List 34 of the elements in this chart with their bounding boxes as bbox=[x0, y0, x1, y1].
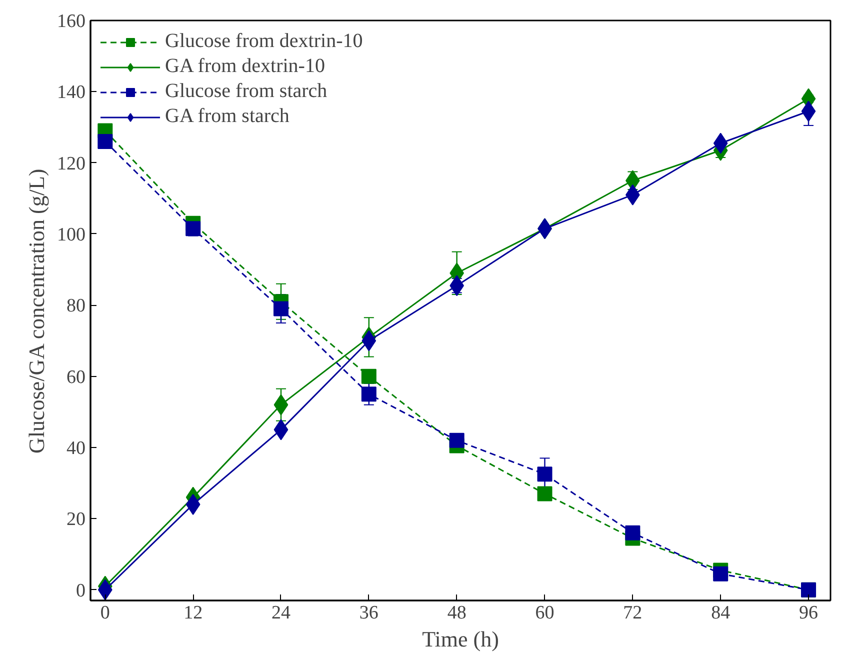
legend-label: Glucose from dextrin-10 bbox=[165, 30, 363, 53]
point bbox=[186, 221, 201, 236]
point bbox=[713, 566, 728, 582]
y-tick-label: 140 bbox=[57, 82, 86, 104]
x-tick-label: 96 bbox=[799, 602, 818, 624]
legend-label: Glucose from starch bbox=[165, 80, 328, 103]
point bbox=[273, 301, 288, 316]
point bbox=[361, 386, 376, 402]
x-tick-label: 72 bbox=[623, 602, 642, 624]
y-tick-label: 80 bbox=[66, 296, 86, 317]
x-tick-label: 12 bbox=[184, 602, 203, 624]
point bbox=[537, 466, 552, 482]
y-axis-title: Glucose/GA concentration (g/L) bbox=[24, 168, 49, 454]
y-tick-label: 20 bbox=[66, 509, 86, 530]
point bbox=[625, 525, 640, 540]
point bbox=[98, 134, 113, 149]
y-tick-label: 60 bbox=[66, 366, 86, 388]
x-tick-label: 36 bbox=[359, 602, 378, 624]
x-tick-label: 48 bbox=[447, 602, 466, 624]
point bbox=[449, 432, 464, 448]
point bbox=[537, 486, 552, 502]
legend-label: GA from starch bbox=[165, 105, 290, 128]
x-tick-label: 84 bbox=[711, 602, 731, 624]
y-tick-label: 160 bbox=[57, 11, 86, 32]
legend-label: GA from dextrin-10 bbox=[165, 55, 325, 78]
y-tick-label: 40 bbox=[66, 438, 86, 459]
point bbox=[361, 368, 376, 384]
y-tick-label: 0 bbox=[76, 580, 86, 602]
x-axis-title: Time (h) bbox=[422, 626, 499, 652]
y-tick-label: 120 bbox=[57, 153, 86, 174]
y-tick-label: 100 bbox=[57, 224, 86, 246]
x-tick-label: 60 bbox=[535, 602, 554, 624]
x-tick-label: 24 bbox=[271, 602, 291, 624]
x-tick-label: 0 bbox=[100, 602, 110, 624]
